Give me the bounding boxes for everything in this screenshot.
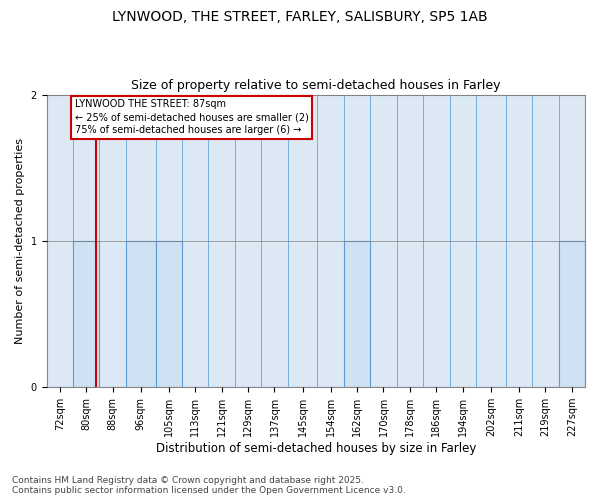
Text: LYNWOOD THE STREET: 87sqm
← 25% of semi-detached houses are smaller (2)
75% of s: LYNWOOD THE STREET: 87sqm ← 25% of semi-… [74, 99, 308, 136]
Bar [155, 241, 182, 387]
Bar [126, 241, 155, 387]
Bar [344, 241, 370, 387]
Y-axis label: Number of semi-detached properties: Number of semi-detached properties [15, 138, 25, 344]
Title: Size of property relative to semi-detached houses in Farley: Size of property relative to semi-detach… [131, 79, 500, 92]
Text: Contains HM Land Registry data © Crown copyright and database right 2025.
Contai: Contains HM Land Registry data © Crown c… [12, 476, 406, 495]
X-axis label: Distribution of semi-detached houses by size in Farley: Distribution of semi-detached houses by … [155, 442, 476, 455]
Bar [73, 241, 100, 387]
Text: LYNWOOD, THE STREET, FARLEY, SALISBURY, SP5 1AB: LYNWOOD, THE STREET, FARLEY, SALISBURY, … [112, 10, 488, 24]
Bar [559, 241, 585, 387]
